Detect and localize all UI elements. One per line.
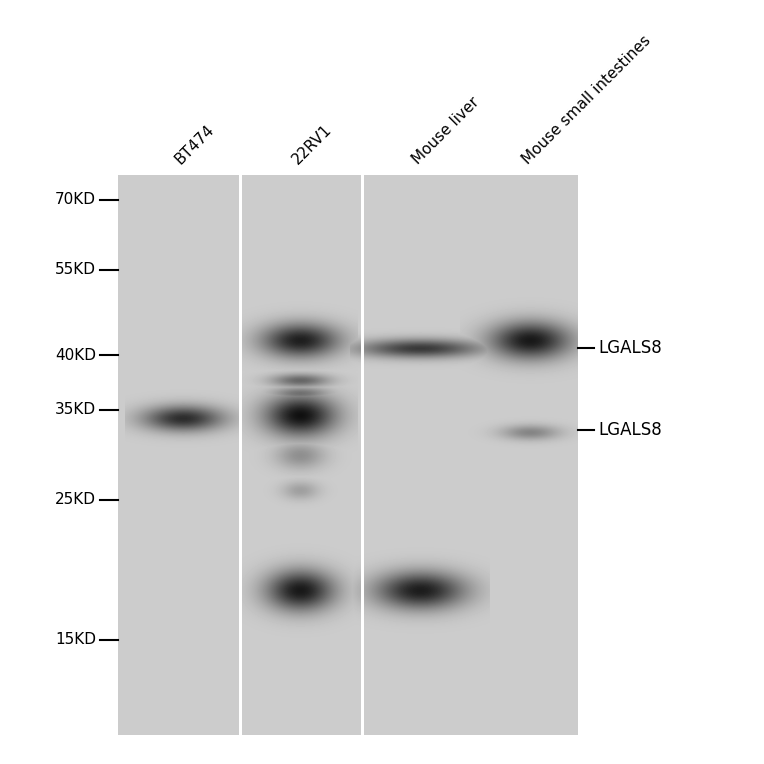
Text: 70KD: 70KD [55,193,96,208]
Text: BT474: BT474 [173,122,218,167]
Text: 25KD: 25KD [55,493,96,507]
Text: 22RV1: 22RV1 [290,121,335,167]
Text: LGALS8: LGALS8 [598,421,662,439]
Text: 55KD: 55KD [55,263,96,277]
Text: Mouse small intestines: Mouse small intestines [520,33,654,167]
Text: 15KD: 15KD [55,633,96,648]
Text: LGALS8: LGALS8 [598,339,662,357]
Text: 40KD: 40KD [55,348,96,362]
Text: 35KD: 35KD [55,403,96,417]
Text: Mouse liver: Mouse liver [410,94,482,167]
